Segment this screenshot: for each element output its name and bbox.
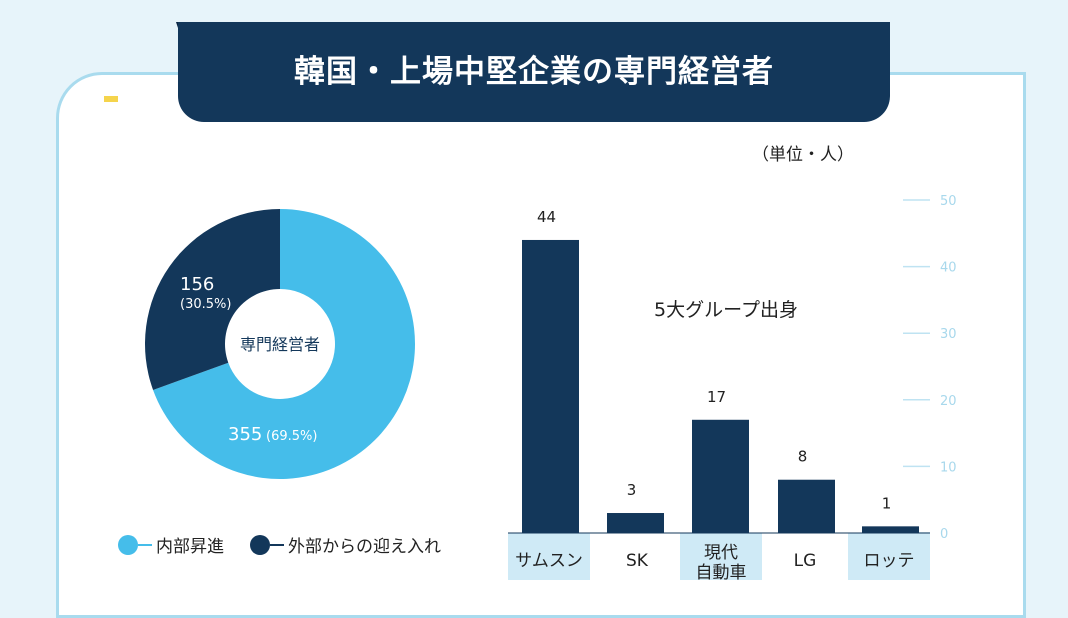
- donut-center-label: 専門経営者: [240, 335, 320, 354]
- x-tick-label: 自動車: [696, 563, 747, 580]
- category-cell: [680, 533, 762, 580]
- legend-line-external: [270, 543, 284, 546]
- bar: [692, 419, 749, 533]
- chart-canvas: 専門経営者 156 (30.5%) 355 (69.5%) 0 10 20 30 40 50 サムスン…: [145, 194, 957, 580]
- legend-line-internal: [138, 543, 152, 546]
- legend-label-external: 外部からの迎え入れ: [288, 537, 441, 557]
- unit-label: （単位・人）: [752, 145, 854, 165]
- category-cell: [764, 533, 846, 580]
- x-tick-label: LG: [794, 551, 817, 571]
- y-tick-label: 20: [940, 394, 957, 409]
- pie-slice: [145, 209, 280, 390]
- category-cell: [508, 533, 590, 580]
- bar: [522, 239, 579, 533]
- legend-item-external: 外部からの迎え入れ: [250, 532, 441, 557]
- legend-item-internal: 内部昇進: [118, 532, 224, 557]
- pie-slice: [153, 209, 415, 479]
- chart-title: 韓国・上場中堅企業の専門経営者: [294, 54, 774, 90]
- x-tick-label: サムスン: [515, 551, 583, 571]
- pie-percent-label: (30.5%): [180, 297, 231, 312]
- data-label: 17: [707, 388, 726, 406]
- data-label: 8: [798, 448, 808, 466]
- data-label: 3: [627, 481, 637, 499]
- legend-swatch-internal: [118, 534, 138, 555]
- legend-swatch-external: [250, 534, 270, 555]
- y-tick-label: 50: [940, 194, 957, 209]
- data-label: 1: [882, 494, 892, 512]
- title-banner: [178, 22, 890, 122]
- x-tick-label: 現代: [704, 543, 738, 563]
- x-tick-label: SK: [626, 551, 649, 571]
- x-tick-label: ロッテ: [864, 551, 915, 571]
- y-tick-label: 30: [940, 327, 957, 342]
- bar: [778, 479, 835, 533]
- pie-value-label: 355: [228, 424, 262, 445]
- y-tick-label: 10: [940, 460, 957, 475]
- category-cell: [596, 533, 678, 580]
- pie-value-label: 156: [180, 274, 214, 295]
- bar-chart-title: 5大グループ出身: [654, 299, 798, 321]
- legend-label-internal: 内部昇進: [156, 537, 224, 557]
- bar: [607, 513, 664, 533]
- decorative-mark: [104, 96, 118, 102]
- y-tick-label: 0: [940, 527, 948, 542]
- category-cell: [848, 533, 930, 580]
- bar: [862, 526, 919, 533]
- pie-percent-label: (69.5%): [266, 429, 317, 444]
- y-tick-label: 40: [940, 261, 957, 276]
- data-label: 44: [537, 208, 556, 226]
